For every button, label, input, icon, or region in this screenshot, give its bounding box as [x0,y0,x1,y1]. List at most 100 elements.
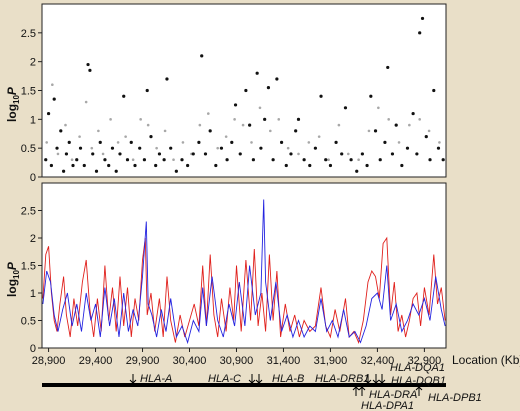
gene-arrowhead [372,379,380,384]
point [84,100,88,104]
point [49,163,53,168]
point [277,118,281,121]
y-tick-label: 1 [30,288,36,300]
point [181,141,185,144]
point [324,158,328,162]
point [340,152,344,156]
chromosome-bar [42,383,446,387]
point [198,123,202,127]
gene-label: HLA-C [208,373,241,385]
point [258,106,262,110]
gene-label: HLA-DQB1 [391,375,446,387]
point [241,123,245,127]
point [383,140,387,144]
point [294,129,298,133]
point [165,77,169,81]
point [432,88,436,93]
point [259,146,263,150]
point [373,129,378,133]
point [436,146,441,150]
x-tick-label: 31,900 [314,355,348,367]
x-tick-label: 28,900 [32,355,66,367]
y-tick-label: 0 [30,343,36,355]
point [162,158,166,162]
point [313,146,318,150]
point [78,146,83,150]
y-label-var: P [5,261,19,270]
y-label-var: P [5,86,19,95]
point [154,163,158,168]
point [365,163,369,168]
plot-area [41,182,447,349]
point [107,163,111,168]
y-tick-label: 1.5 [21,86,36,98]
y-tick-label: 1 [30,114,36,126]
gene-label: HLA-DPB1 [428,392,482,404]
x-tick-label: 30,900 [220,355,254,367]
point [386,65,390,70]
point [418,118,421,121]
gene-label: HLA-DRB1 [315,373,369,385]
point [101,152,105,156]
point [355,169,359,173]
point [360,152,364,156]
point [52,97,56,101]
point [438,141,441,144]
point [56,152,60,156]
point [255,71,259,75]
y-axis-label: log10P [5,86,21,122]
point [208,129,212,133]
point [138,146,142,150]
gene-arrowhead [129,379,137,384]
y-tick-label: 2 [30,57,36,69]
point [328,163,333,168]
point [75,158,79,162]
y-tick-label: 1.5 [21,261,36,273]
point [114,169,118,173]
point [45,141,48,144]
point [70,158,74,161]
y-tick-label: 0 [30,172,36,184]
point [390,152,395,156]
point [174,169,178,173]
point [191,152,195,156]
point [125,158,130,162]
point [418,31,422,35]
x-tick-label: 32,400 [361,355,395,367]
point [51,83,54,87]
point [172,158,175,161]
point [180,158,184,162]
x-tick-label: 31,400 [267,355,301,367]
point [248,123,252,127]
point [349,158,353,162]
point [424,135,428,139]
point [110,146,115,150]
y-axis-label: log10P [5,261,21,297]
gene-label: HLA-DQA1 [390,362,445,374]
point [163,129,167,133]
point [266,86,271,90]
point [64,152,69,156]
point [142,158,147,162]
x-tick-label: 30,400 [173,355,207,367]
point [109,118,112,121]
point [206,112,210,115]
point [428,158,432,162]
point [97,129,100,133]
point [367,129,371,133]
point [357,158,360,161]
point [59,129,63,133]
point [82,163,86,168]
point [415,152,419,156]
point [122,94,126,98]
gene-label: HLA-B [272,373,304,385]
line [42,199,446,345]
line [42,236,446,344]
y-label-base: log [5,279,19,297]
point [133,163,137,168]
point [131,158,135,161]
point [169,146,173,150]
point [284,163,288,168]
point [149,135,153,139]
point [216,146,219,150]
